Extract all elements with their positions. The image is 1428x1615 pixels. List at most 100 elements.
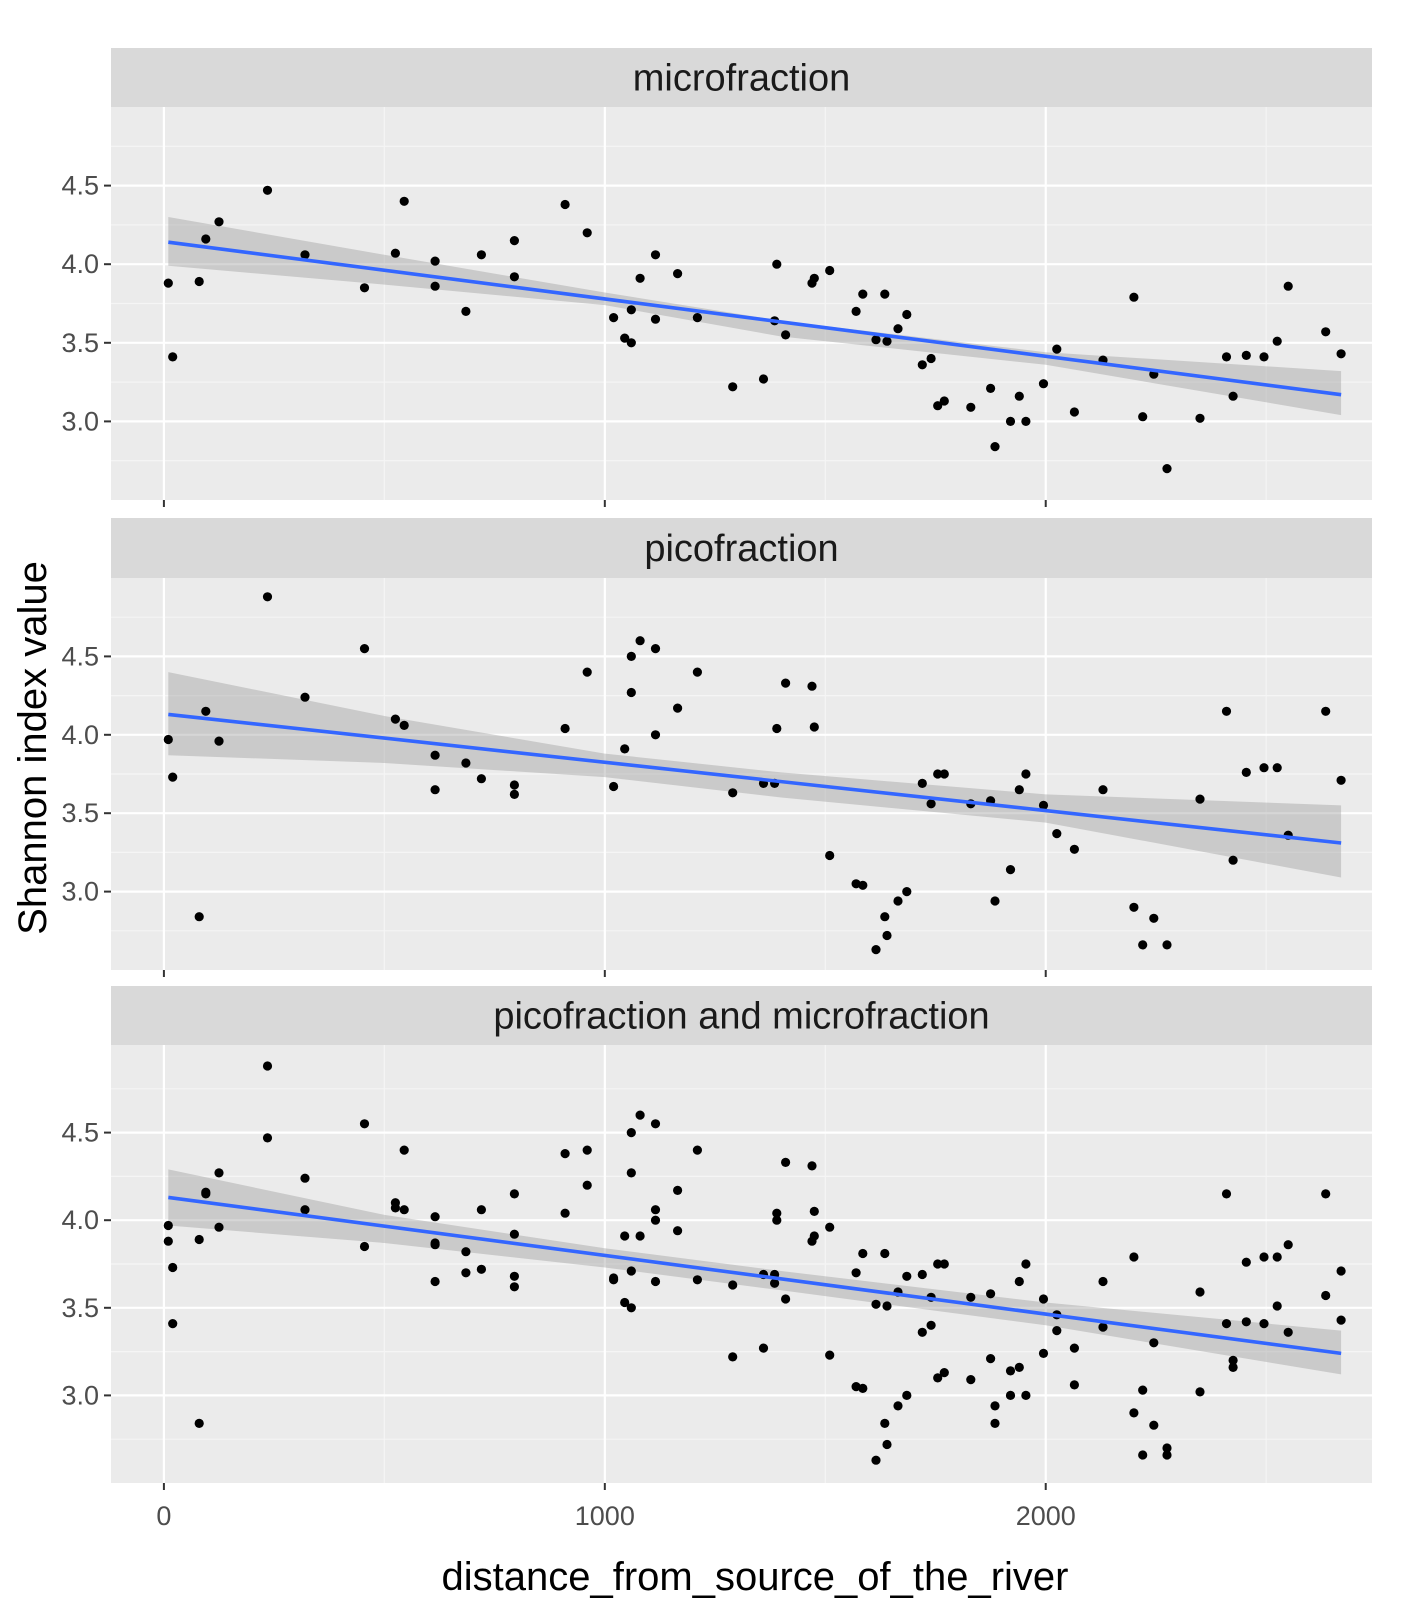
data-point (871, 335, 881, 345)
data-point (1005, 865, 1016, 875)
data-point (214, 1168, 224, 1178)
data-point (1195, 1287, 1205, 1297)
data-point (858, 1248, 868, 1259)
data-point (582, 228, 592, 238)
data-point (893, 1401, 903, 1411)
data-point (168, 1262, 178, 1273)
y-tick-label: 4.0 (61, 720, 99, 750)
data-point (858, 1383, 868, 1393)
data-point (673, 703, 683, 713)
data-point (728, 382, 738, 392)
data-point (626, 1303, 636, 1313)
data-point (430, 256, 440, 266)
data-point (990, 1418, 1000, 1428)
data-point (262, 1061, 273, 1071)
data-point (1005, 1366, 1016, 1376)
data-point (809, 1231, 819, 1241)
data-point (1014, 1276, 1024, 1287)
data-point (582, 1180, 592, 1190)
data-point (1149, 913, 1159, 923)
data-point (399, 1205, 409, 1215)
data-point (880, 289, 890, 299)
data-point (509, 272, 519, 282)
data-point (194, 276, 204, 287)
data-point (1336, 349, 1346, 359)
data-point (1228, 391, 1238, 401)
data-point (1052, 1326, 1062, 1336)
panel-2: picofraction 3.0 3.5 4.0 4.5 (61, 518, 1372, 977)
data-point (807, 681, 817, 691)
data-point (201, 234, 211, 244)
data-point (390, 248, 400, 258)
data-point (758, 374, 769, 384)
data-point (1272, 763, 1282, 773)
data-point (1069, 1343, 1079, 1353)
data-point (781, 330, 791, 340)
data-point (430, 1238, 440, 1248)
data-point (1241, 350, 1251, 360)
y-tick-label: 4.5 (61, 1118, 99, 1148)
data-point (476, 1205, 486, 1215)
data-point (990, 1401, 1000, 1411)
data-point (781, 678, 791, 688)
strip-background (111, 518, 1372, 578)
data-point (902, 1271, 912, 1281)
data-point (1283, 1240, 1293, 1250)
data-point (781, 1157, 791, 1167)
data-point (1052, 344, 1062, 354)
data-point (917, 360, 927, 370)
data-point (560, 1149, 570, 1159)
data-point (1038, 1294, 1049, 1304)
data-point (807, 1161, 817, 1171)
data-point (1069, 407, 1079, 417)
data-point (1138, 940, 1148, 950)
y-tick-label: 3.5 (61, 328, 99, 358)
data-point (772, 259, 782, 269)
strip-label: picofraction (644, 528, 838, 570)
trend-line (168, 240, 1342, 397)
data-point (1014, 785, 1024, 795)
y-tick-label: 3.5 (61, 1293, 99, 1323)
data-point (262, 592, 273, 602)
data-point (359, 1119, 370, 1129)
data-point (1052, 829, 1062, 839)
strip-background (111, 986, 1372, 1045)
data-point (560, 1208, 570, 1218)
data-point (933, 1259, 943, 1269)
data-point (1129, 292, 1139, 302)
data-point (461, 306, 471, 316)
panel-3: picofraction and microfraction 3.0 3.5 4.0 4… (61, 986, 1372, 1490)
data-point (1259, 1252, 1269, 1262)
data-point (626, 305, 636, 315)
data-point (626, 651, 636, 662)
data-point (1336, 775, 1346, 785)
data-point (917, 778, 927, 789)
data-point (882, 1301, 892, 1311)
data-point (966, 1375, 976, 1385)
data-point (893, 896, 903, 906)
data-point (390, 1198, 400, 1208)
data-point (1336, 1266, 1346, 1276)
data-point (626, 687, 636, 698)
data-point (728, 1280, 738, 1290)
data-point (692, 313, 703, 323)
data-point (1021, 769, 1031, 779)
data-point (673, 1185, 683, 1195)
data-point (1272, 336, 1282, 346)
data-point (1321, 327, 1331, 337)
data-point (430, 1212, 440, 1222)
data-point (476, 1264, 486, 1274)
data-point (1021, 1390, 1031, 1400)
data-point (990, 442, 1000, 452)
data-point (1259, 1319, 1269, 1329)
data-point (893, 324, 903, 334)
data-point (635, 636, 645, 646)
data-point (1195, 413, 1205, 423)
data-point (1149, 1338, 1159, 1348)
trend-line (168, 1195, 1342, 1356)
data-point (882, 930, 892, 941)
data-point (990, 896, 1000, 906)
panel-1: microfraction 3.0 3.5 4.0 4.5 (61, 48, 1372, 507)
data-point (201, 706, 211, 716)
